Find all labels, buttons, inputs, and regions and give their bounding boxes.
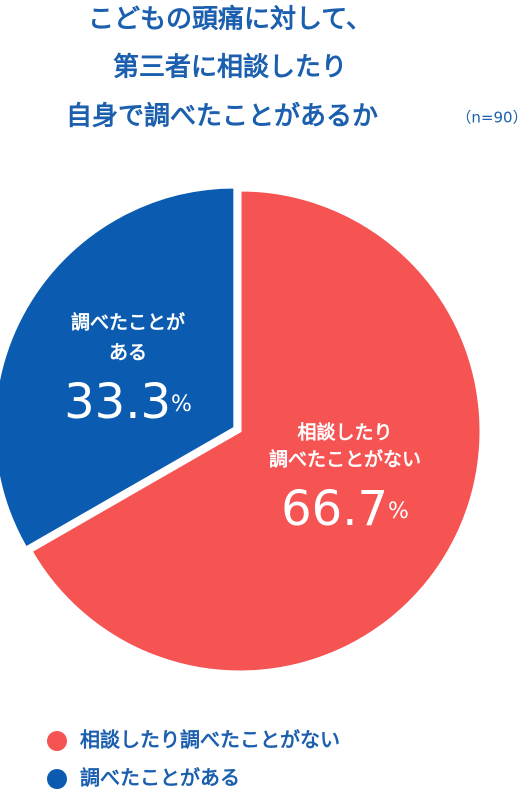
- sample-size: （n=90）: [456, 109, 527, 127]
- chart-title: 第三者に相談したり: [113, 52, 347, 83]
- legend-text: 調べたことがある: [80, 766, 240, 790]
- chart-title: こどもの頭痛に対して、: [88, 4, 372, 35]
- chart-title: 自身で調べたことがあるか: [66, 101, 378, 132]
- legend-marker: [47, 731, 67, 751]
- slice-label: 調べたことがない: [269, 448, 421, 471]
- slice-label: 調べたことが: [71, 311, 185, 334]
- pie-slice: [0, 185, 237, 551]
- value-label: 33.3%: [64, 374, 192, 430]
- legend-text: 相談したり調べたことがない: [80, 728, 340, 752]
- slice-label: 相談したり: [297, 421, 392, 444]
- legend-marker: [47, 769, 67, 789]
- pie-slice: [28, 188, 483, 674]
- slice-label: ある: [109, 342, 147, 364]
- value-label: 66.7%: [281, 481, 409, 537]
